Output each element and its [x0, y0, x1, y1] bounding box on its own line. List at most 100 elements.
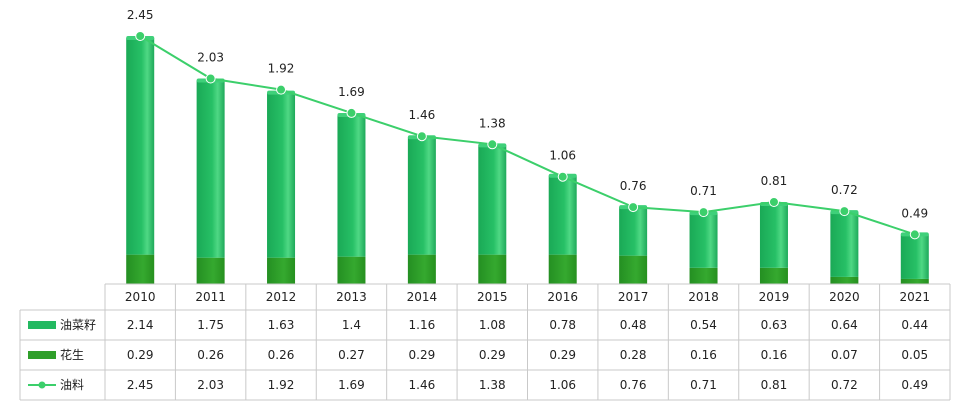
point-oil-2016	[557, 171, 568, 182]
data-label-oil-2011: 2.03	[197, 51, 224, 65]
data-label-oil-2020: 0.72	[831, 183, 858, 197]
point-oil-2013	[346, 107, 357, 118]
table-cell: 0.05	[901, 348, 928, 362]
table-cell: 1.38	[479, 378, 506, 392]
legend-key-oil-marker	[38, 381, 46, 389]
bar-peanut-2011	[196, 257, 225, 284]
legend-key-rapeseed	[28, 321, 56, 329]
table-cell: 0.29	[549, 348, 576, 362]
table-cell: 0.81	[761, 378, 788, 392]
data-label-oil-2016: 1.06	[549, 149, 576, 163]
x-tick-label: 2012	[266, 290, 297, 304]
table-cell: 0.29	[479, 348, 506, 362]
x-tick-label: 2018	[688, 290, 719, 304]
bar-rapeseed-2016	[548, 175, 577, 255]
point-oil-2012	[276, 84, 287, 95]
line-oil	[139, 35, 916, 236]
table-cell: 0.49	[901, 378, 928, 392]
x-tick-label: 2014	[407, 290, 438, 304]
table-cell: 0.72	[831, 378, 858, 392]
bar-peanut-2019	[759, 267, 788, 284]
point-oil-2011	[205, 73, 216, 84]
point-oil-2015	[487, 139, 498, 150]
point-oil-2021	[909, 229, 920, 240]
x-tick-label: 2017	[618, 290, 649, 304]
bar-peanut-2014	[407, 254, 436, 284]
data-label-oil-2015: 1.38	[479, 116, 506, 130]
table-cell: 1.63	[268, 318, 295, 332]
table-cell: 0.29	[127, 348, 154, 362]
table-cell: 0.26	[268, 348, 295, 362]
data-label-oil-2019: 0.81	[761, 174, 788, 188]
table-cell: 0.48	[620, 318, 647, 332]
table-cell: 1.46	[409, 378, 436, 392]
bar-peanut-2017	[619, 255, 648, 284]
table-cell: 0.64	[831, 318, 858, 332]
table-cell: 1.75	[197, 318, 224, 332]
table-cell: 0.27	[338, 348, 365, 362]
x-tick-label: 2016	[547, 290, 578, 304]
table-cell: 1.06	[549, 378, 576, 392]
bar-peanut-2012	[267, 257, 296, 284]
table-cell: 0.16	[761, 348, 788, 362]
point-oil-2014	[416, 131, 427, 142]
legend-label: 油菜籽	[60, 318, 96, 332]
data-label-oil-2017: 0.76	[620, 179, 647, 193]
bar-peanut-2021	[900, 278, 929, 284]
table-cell: 0.71	[690, 378, 717, 392]
x-tick-label: 2019	[759, 290, 790, 304]
legend-key-peanut	[28, 351, 56, 359]
table-cell: 0.07	[831, 348, 858, 362]
bar-rapeseed-2012	[267, 92, 296, 258]
point-oil-2019	[768, 197, 779, 208]
point-oil-2010	[135, 31, 146, 41]
table-cell: 1.92	[268, 378, 295, 392]
table-cell: 0.29	[409, 348, 436, 362]
table-cell: 2.03	[197, 378, 224, 392]
data-label-oil-2014: 1.46	[409, 108, 436, 122]
data-label-oil-2013: 1.69	[338, 85, 365, 99]
table-cell: 0.44	[901, 318, 928, 332]
bar-rapeseed-2013	[337, 114, 366, 257]
data-label-oil-2021: 0.49	[901, 206, 928, 220]
table-cell: 1.4	[342, 318, 361, 332]
table-cell: 1.16	[409, 318, 436, 332]
bar-peanut-2010	[126, 254, 155, 284]
bar-rapeseed-2010	[126, 38, 155, 255]
bar-rapeseed-2020	[830, 212, 859, 277]
table-cell: 0.28	[620, 348, 647, 362]
table-cell: 0.26	[197, 348, 224, 362]
bar-rapeseed-2015	[478, 145, 507, 255]
legend-label: 花生	[60, 347, 84, 362]
bar-rapeseed-2017	[619, 207, 648, 256]
table-cell: 0.54	[690, 318, 717, 332]
point-oil-2020	[839, 206, 850, 217]
table-cell: 1.69	[338, 378, 365, 392]
data-label-oil-2010: 2.45	[127, 8, 154, 22]
bar-peanut-2016	[548, 254, 577, 284]
bar-peanut-2013	[337, 256, 366, 284]
table-cell: 1.08	[479, 318, 506, 332]
table-cell: 0.78	[549, 318, 576, 332]
x-tick-label: 2010	[125, 290, 156, 304]
data-label-oil-2012: 1.92	[268, 62, 295, 76]
table-cell: 0.76	[620, 378, 647, 392]
table-cell: 2.45	[127, 378, 154, 392]
x-tick-label: 2011	[195, 290, 226, 304]
bar-rapeseed-2019	[759, 204, 788, 268]
bar-rapeseed-2011	[196, 80, 225, 258]
x-tick-label: 2015	[477, 290, 508, 304]
table-cell: 0.16	[690, 348, 717, 362]
bar-rapeseed-2021	[900, 234, 929, 279]
bar-peanut-2018	[689, 267, 718, 284]
bar-peanut-2020	[830, 276, 859, 284]
x-tick-label: 2013	[336, 290, 367, 304]
point-oil-2018	[698, 207, 709, 218]
bar-peanut-2015	[478, 254, 507, 284]
legend-label: 油料	[60, 378, 84, 392]
point-oil-2017	[628, 202, 639, 213]
x-tick-label: 2021	[900, 290, 931, 304]
table-cell: 0.63	[761, 318, 788, 332]
